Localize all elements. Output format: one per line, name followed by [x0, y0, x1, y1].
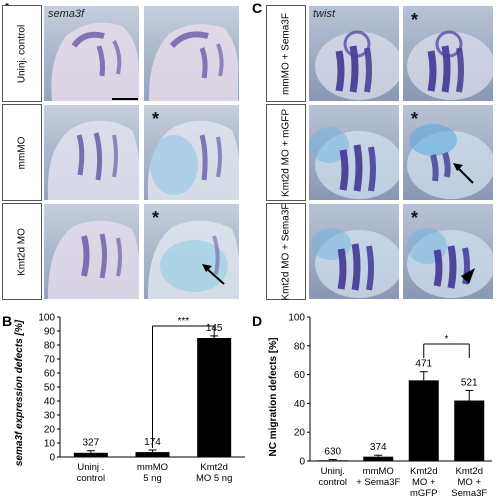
embryo-drawing	[148, 24, 239, 101]
asterisk-marker: *	[411, 109, 419, 129]
significance-label: ***	[177, 316, 189, 327]
y-tick-label: 40	[44, 397, 56, 408]
asterisk-marker: *	[411, 208, 419, 228]
y-axis-label: sema3f expression defects [%]	[14, 319, 25, 466]
gene-label-twist: twist	[313, 8, 335, 20]
category-label: MO 5 ng	[196, 473, 232, 484]
bar	[408, 380, 439, 461]
y-tick-label: 0	[299, 457, 305, 468]
n-label: 327	[82, 438, 99, 449]
row-label-uninj-control: Uninj. control	[2, 5, 42, 102]
y-tick-label: 80	[294, 341, 306, 352]
bar	[197, 338, 232, 457]
row-label-mmmo: mmMO	[2, 104, 42, 201]
y-tick-label: 90	[44, 327, 56, 338]
y-tick-label: 100	[288, 313, 305, 324]
category-label: mmMO	[137, 462, 168, 473]
bar	[73, 452, 108, 457]
embryo-drawing	[309, 127, 399, 199]
embryo-image-c4: *	[402, 104, 494, 201]
n-label: 374	[370, 442, 387, 453]
y-tick-label: 10	[44, 439, 56, 450]
embryo-image-c3	[308, 104, 400, 201]
embryo-drawing	[407, 228, 493, 298]
embryo-drawing	[48, 220, 139, 299]
row-label-kmt2d-mo: Kmt2d MO	[2, 203, 42, 300]
embryo-drawing	[47, 120, 139, 200]
embryo-drawing	[148, 220, 239, 299]
bar	[363, 456, 394, 461]
arrow-icon	[202, 264, 225, 285]
row-label-kmt2d-mo-sema3f: Kmt2d MO + Sema3F	[266, 203, 306, 300]
embryo-drawing	[147, 120, 239, 200]
category-label: control	[77, 473, 106, 484]
embryo-image-a2	[143, 5, 240, 102]
category-label: mmMO	[363, 466, 394, 477]
gene-label-sema3f: sema3f	[48, 8, 85, 20]
row-label-mmmo-sema3f: mmMO + Sema3F	[266, 5, 306, 102]
asterisk-marker: *	[411, 10, 419, 30]
embryo-drawing	[407, 30, 493, 100]
bar	[454, 400, 485, 461]
embryo-drawing	[311, 228, 399, 298]
y-axis-label: NC migration defects [%]	[268, 338, 279, 457]
category-label: control	[318, 477, 347, 488]
embryo-image-a6: *	[143, 203, 240, 300]
y-tick-label: 0	[49, 453, 55, 464]
chart-b: sema3f expression defects [%] 0 10 20 30 40 5…	[14, 313, 245, 484]
n-label: 630	[324, 447, 341, 458]
y-tick-label: 70	[44, 355, 56, 366]
category-label: Uninj.	[321, 466, 345, 477]
scale-bar	[112, 98, 138, 100]
y-tick-label: 20	[294, 428, 306, 439]
row-label-kmt2d-mo-mgfp: Kmt2d MO + mGFP	[266, 104, 306, 201]
significance-label: *	[445, 334, 449, 345]
n-label: 471	[415, 359, 432, 370]
category-label: Sema3F	[451, 488, 487, 499]
y-tick-label: 80	[44, 341, 56, 352]
y-tick-label: 20	[44, 425, 56, 436]
category-label: 5 ng	[143, 473, 162, 484]
panel-letter-c: C	[252, 0, 263, 16]
panel-letter-b: B	[2, 313, 13, 329]
bar	[135, 452, 170, 457]
embryo-image-c5	[308, 203, 400, 300]
chart-d: NC migration defects [%] 0 20 40 60 80 100 63…	[268, 313, 492, 499]
n-label: 521	[461, 377, 478, 388]
embryo-drawing	[315, 30, 399, 100]
y-tick-label: 40	[294, 399, 306, 410]
bar	[317, 460, 348, 461]
y-tick-label: 60	[294, 370, 306, 381]
category-label: MO +	[412, 477, 436, 488]
embryo-image-c6: *	[402, 203, 494, 300]
category-label: Kmt2d	[456, 466, 483, 477]
category-label: Uninj .	[77, 462, 104, 473]
y-tick-label: 60	[44, 369, 56, 380]
category-label: Kmt2d	[200, 462, 227, 473]
embryo-image-a5	[43, 203, 140, 300]
embryo-image-c2: *	[402, 5, 494, 102]
category-label: + Sema3F	[356, 477, 400, 488]
y-tick-label: 50	[44, 383, 56, 394]
category-label: Kmt2d	[410, 466, 437, 477]
embryo-image-c1: twist	[308, 5, 400, 102]
y-tick-label: 30	[44, 411, 56, 422]
embryo-image-a1: sema3f	[43, 5, 140, 102]
arrowhead-icon	[461, 268, 475, 284]
embryo-drawing	[51, 22, 139, 101]
asterisk-marker: *	[152, 109, 160, 129]
arrow-icon	[453, 163, 474, 184]
y-tick-label: 100	[38, 313, 55, 324]
category-label: mGFP	[410, 488, 437, 499]
asterisk-marker: *	[152, 208, 160, 228]
embryo-image-a4: *	[143, 104, 240, 201]
category-label: MO +	[458, 477, 482, 488]
embryo-image-a3	[43, 104, 140, 201]
panel-letter-d: D	[252, 313, 263, 329]
